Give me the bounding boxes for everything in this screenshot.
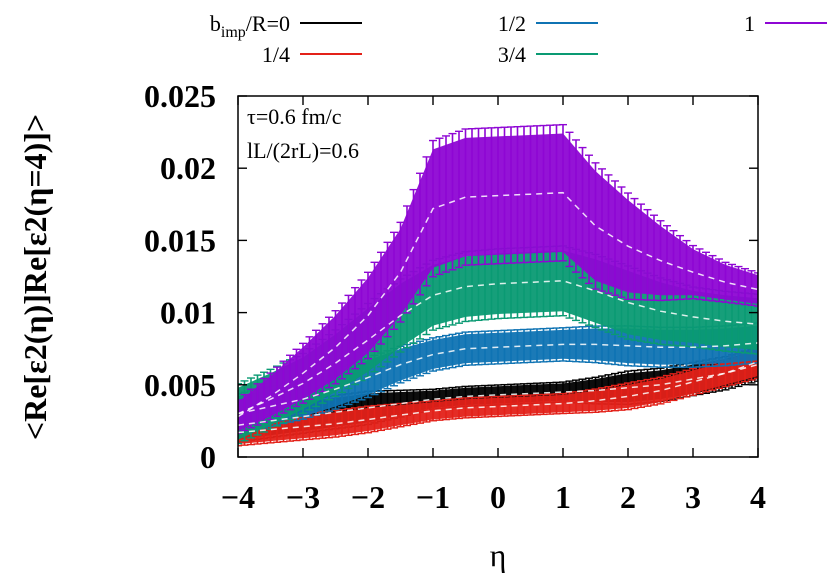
y-tick-label: 0.02 bbox=[160, 150, 216, 186]
legend: bimp/R=01/4 1/2 3/4 1 bbox=[210, 11, 827, 67]
y-tick-label: 0.005 bbox=[144, 367, 216, 403]
plot-area bbox=[238, 123, 758, 447]
series-line-3 bbox=[238, 280, 758, 415]
x-tick-label: 0 bbox=[490, 479, 506, 515]
x-tick-label: 2 bbox=[620, 479, 636, 515]
legend-label-4: 1 bbox=[744, 11, 755, 36]
y-tick-label: 0 bbox=[200, 439, 216, 475]
x-tick-label: −3 bbox=[286, 479, 320, 515]
annotation-tau: τ=0.6 fm/c bbox=[247, 104, 342, 129]
y-tick-label: 0.025 bbox=[144, 78, 216, 114]
legend-label-0: bimp/R=0 bbox=[210, 11, 290, 41]
x-tick-label: −4 bbox=[221, 479, 255, 515]
x-tick-label: 3 bbox=[685, 479, 701, 515]
x-tick-label: −1 bbox=[416, 479, 450, 515]
legend-label-3: 3/4 bbox=[498, 42, 526, 67]
series-line-2 bbox=[238, 342, 758, 415]
y-tick-label: 0.015 bbox=[144, 222, 216, 258]
axes: −4 −3 −2 −1 0 1 2 3 4 0 0.005 0.01 0.015 0.02 0.025 bbox=[144, 78, 766, 515]
x-tick-label: 4 bbox=[750, 479, 766, 515]
x-tick-label: 1 bbox=[555, 479, 571, 515]
y-tick-label: 0.01 bbox=[160, 295, 216, 331]
legend-label-2: 1/2 bbox=[498, 11, 526, 36]
y-axis-label: <Re[ε2(η)]Re[ε2(η=4)]> bbox=[17, 114, 53, 440]
x-axis-label: η bbox=[490, 537, 507, 573]
series-line-4 bbox=[238, 191, 758, 418]
legend-label-1: 1/4 bbox=[262, 42, 290, 67]
x-tick-label: −2 bbox=[351, 479, 385, 515]
annotation-ratio: lL/(2rL)=0.6 bbox=[247, 138, 359, 163]
